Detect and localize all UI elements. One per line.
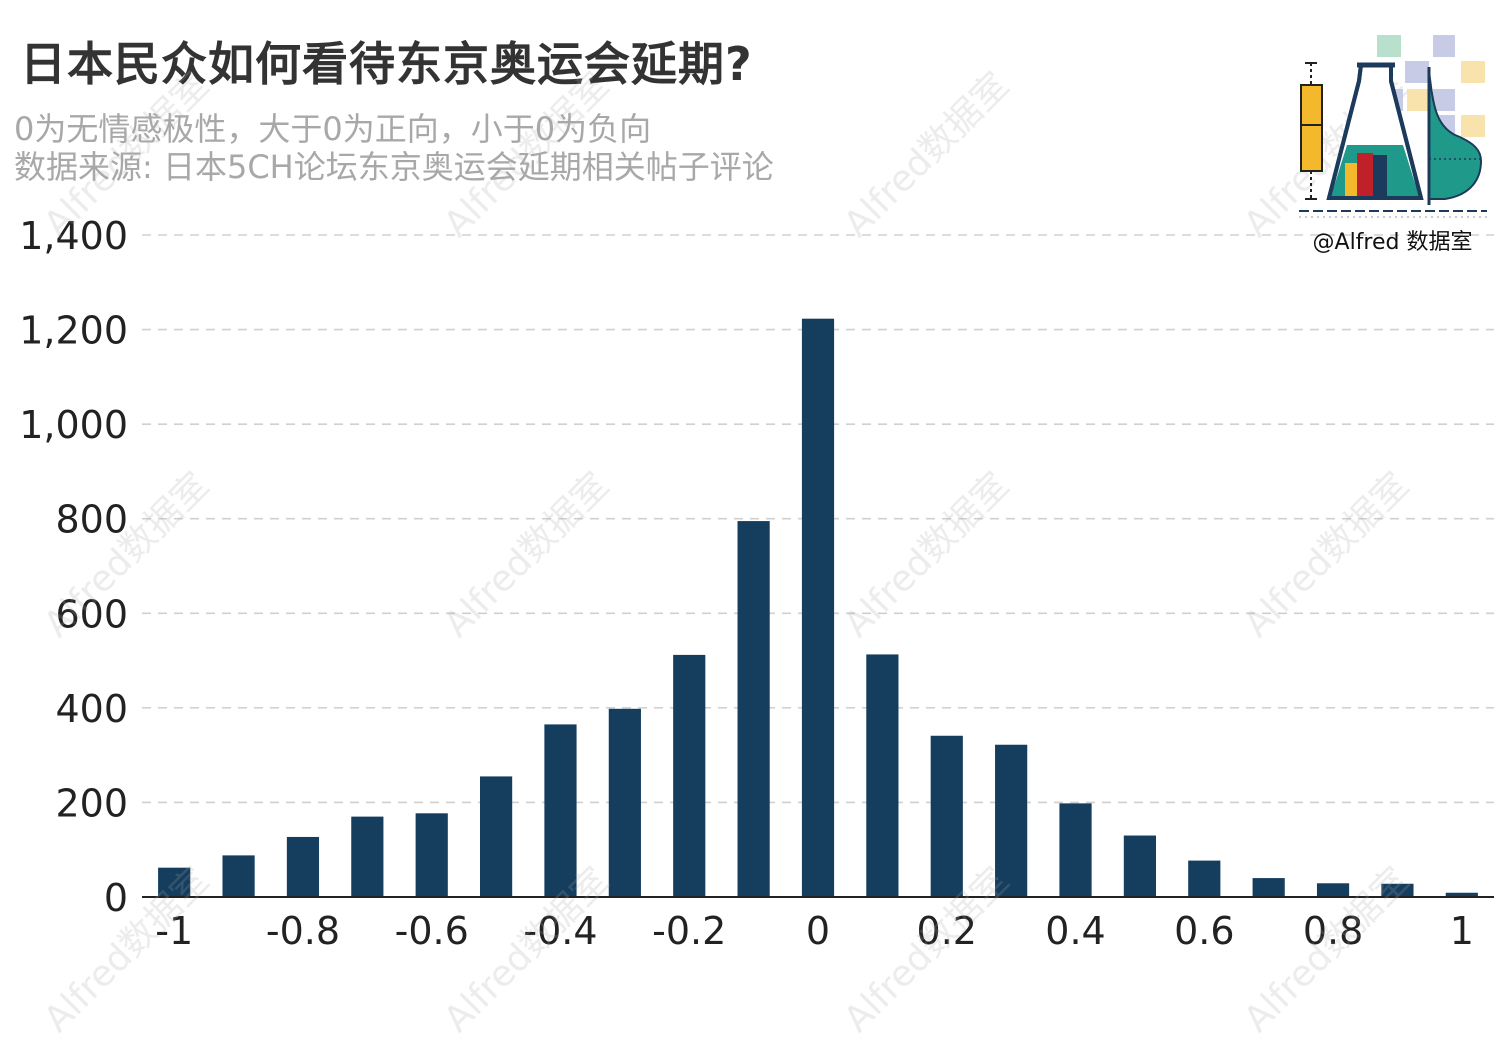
x-tick-label: 1 [1450,909,1474,953]
bar [1123,835,1156,897]
y-tick-label: 0 [104,876,128,920]
bar [1252,878,1285,897]
y-tick-label: 1,000 [19,403,128,447]
y-tick-label: 800 [55,498,128,542]
bar [866,654,899,897]
bar [801,318,835,898]
logo-text: @Alfred 数据室 [1312,230,1473,255]
y-tick-label: 1,400 [19,214,128,258]
bar [1316,883,1350,897]
bar [544,724,577,897]
tick-labels: 0 200 400 600 800 1,000 1,200 1,400 -1 -0.8 -0.6 -0… [19,214,1474,953]
x-tick-label: -0.8 [266,909,340,953]
y-tick-label: 400 [55,687,128,731]
x-tick-label: 0.8 [1303,909,1363,953]
x-tick-label: 0.2 [917,909,977,953]
bar [1445,892,1478,897]
bar [286,836,320,897]
bar-chart: 0 200 400 600 800 1,000 1,200 1,400 -1 -0.8 -0.6 -0… [19,214,1494,953]
bar [737,521,770,897]
bar [930,735,963,897]
chart-subtitle-line-1: 0为无情感极性，大于0为正向，小于0为负向 [14,110,652,148]
bars [158,318,1478,898]
chart-subtitle-line-2: 数据来源: 日本5CH论坛东京奥运会延期相关帖子评论 [14,148,774,186]
y-tick-label: 1,200 [19,309,128,353]
x-tick-label: -0.2 [652,909,726,953]
x-tick-label: -0.6 [395,909,469,953]
bar [158,867,191,897]
x-tick-label: -1 [155,909,193,953]
x-tick-label: -0.4 [523,909,597,953]
x-tick-label: 0.4 [1045,909,1105,953]
bar [351,816,384,897]
bar [480,776,513,897]
y-tick-label: 600 [55,592,128,636]
bar [1381,883,1414,897]
bar [1188,860,1221,897]
y-tick-label: 200 [55,781,128,825]
x-tick-label: 0 [806,909,830,953]
bar [608,708,641,897]
bar [995,744,1028,897]
chart-title: 日本民众如何看待东京奥运会延期? [20,37,753,91]
alfred-logo [1299,35,1487,218]
bar [222,855,255,897]
bar [673,654,706,897]
bar [415,813,448,897]
bar [1059,803,1092,897]
x-tick-label: 0.6 [1174,909,1234,953]
